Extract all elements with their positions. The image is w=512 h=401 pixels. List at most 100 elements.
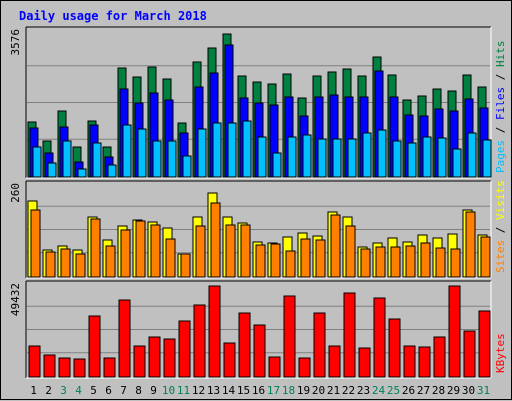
x-tick-day-29: 29 bbox=[447, 384, 460, 397]
bar-sites-day-26 bbox=[405, 245, 416, 278]
x-tick-day-27: 27 bbox=[417, 384, 430, 397]
bar-kbytes-day-13 bbox=[208, 285, 221, 378]
bar-pages-day-21 bbox=[332, 138, 342, 178]
ymax-label-kbytes: 49432 bbox=[9, 283, 22, 316]
bar-pages-day-9 bbox=[152, 140, 162, 178]
bar-pages-day-18 bbox=[287, 136, 297, 178]
bar-kbytes-day-30 bbox=[463, 330, 476, 378]
bar-sites-day-7 bbox=[120, 229, 131, 278]
bar-pages-day-2 bbox=[47, 162, 57, 178]
bar-kbytes-day-1 bbox=[28, 345, 41, 378]
x-tick-day-14: 14 bbox=[222, 384, 236, 397]
bar-pages-day-31 bbox=[482, 139, 492, 178]
bar-kbytes-day-2 bbox=[43, 354, 56, 378]
bar-kbytes-day-9 bbox=[148, 336, 161, 378]
x-tick-day-15: 15 bbox=[237, 384, 250, 397]
bar-kbytes-day-3 bbox=[58, 357, 71, 378]
bar-sites-day-23 bbox=[360, 248, 371, 278]
bar-kbytes-day-8 bbox=[133, 345, 146, 378]
bar-sites-day-14 bbox=[225, 224, 236, 278]
bar-pages-day-4 bbox=[77, 168, 87, 178]
bar-sites-day-10 bbox=[165, 238, 176, 278]
ymax-label-visits: 260 bbox=[9, 183, 22, 203]
bar-pages-day-17 bbox=[272, 152, 282, 178]
bar-kbytes-day-4 bbox=[73, 358, 86, 378]
bar-kbytes-day-19 bbox=[298, 357, 311, 378]
bar-pages-day-25 bbox=[392, 140, 402, 178]
bar-sites-day-13 bbox=[210, 202, 221, 278]
bar-kbytes-day-22 bbox=[343, 292, 356, 378]
x-tick-day-2: 2 bbox=[45, 384, 52, 397]
bar-pages-day-7 bbox=[122, 124, 132, 178]
legend-kbytes: KBytes bbox=[494, 333, 507, 373]
chart-title: Daily usage for March 2018 bbox=[19, 9, 207, 23]
x-tick-day-12: 12 bbox=[192, 384, 205, 397]
bar-sites-day-3 bbox=[60, 248, 71, 278]
bar-kbytes-day-29 bbox=[448, 285, 461, 378]
bar-pages-day-10 bbox=[167, 140, 177, 178]
x-tick-day-26: 26 bbox=[402, 384, 415, 397]
bar-sites-day-24 bbox=[375, 246, 386, 278]
bar-pages-day-27 bbox=[422, 136, 432, 178]
x-tick-day-8: 8 bbox=[135, 384, 142, 397]
bar-sites-day-5 bbox=[90, 218, 101, 278]
bar-sites-day-28 bbox=[435, 247, 446, 278]
x-tick-day-3: 3 bbox=[60, 384, 67, 397]
bar-kbytes-day-7 bbox=[118, 299, 131, 378]
x-tick-day-30: 30 bbox=[462, 384, 475, 397]
x-tick-day-5: 5 bbox=[90, 384, 97, 397]
x-tick-day-31: 31 bbox=[477, 384, 490, 397]
bar-pages-day-30 bbox=[467, 132, 477, 178]
bar-sites-day-21 bbox=[330, 214, 341, 278]
x-tick-day-22: 22 bbox=[342, 384, 355, 397]
bar-sites-day-20 bbox=[315, 239, 326, 278]
x-tick-day-9: 9 bbox=[150, 384, 157, 397]
x-tick-day-19: 19 bbox=[297, 384, 310, 397]
bar-kbytes-day-21 bbox=[328, 345, 341, 378]
legend-pages: Pages bbox=[494, 140, 507, 173]
x-tick-day-25: 25 bbox=[387, 384, 400, 397]
bar-sites-day-1 bbox=[30, 209, 41, 278]
x-tick-day-4: 4 bbox=[75, 384, 82, 397]
x-tick-day-21: 21 bbox=[327, 384, 340, 397]
legend-sites: Sites bbox=[494, 240, 507, 273]
bar-pages-day-24 bbox=[377, 129, 387, 178]
bar-pages-day-6 bbox=[107, 164, 117, 178]
legend-sites-visits: Sites / Visits bbox=[494, 180, 507, 273]
bar-sites-day-25 bbox=[390, 246, 401, 278]
bar-sites-day-31 bbox=[480, 236, 491, 278]
bar-pages-day-13 bbox=[212, 122, 222, 178]
legend-visits: Visits bbox=[494, 180, 507, 220]
bar-kbytes-day-11 bbox=[178, 320, 191, 378]
bar-kbytes-day-24 bbox=[373, 297, 386, 378]
bar-sites-day-30 bbox=[465, 211, 476, 278]
bar-sites-day-27 bbox=[420, 242, 431, 278]
bar-sites-day-29 bbox=[450, 248, 461, 278]
bar-pages-day-26 bbox=[407, 142, 417, 178]
bar-pages-day-3 bbox=[62, 140, 72, 178]
bar-sites-day-17 bbox=[270, 243, 281, 278]
x-tick-day-16: 16 bbox=[252, 384, 265, 397]
bar-sites-day-6 bbox=[105, 245, 116, 278]
bar-pages-day-19 bbox=[302, 134, 312, 178]
bar-pages-day-8 bbox=[137, 128, 147, 178]
bar-pages-day-28 bbox=[437, 137, 447, 178]
bar-sites-day-2 bbox=[45, 251, 56, 278]
bar-pages-day-22 bbox=[347, 138, 357, 178]
bar-kbytes-day-17 bbox=[268, 356, 281, 378]
bar-kbytes-day-5 bbox=[88, 315, 101, 378]
bar-pages-day-15 bbox=[242, 120, 252, 178]
bar-kbytes-day-16 bbox=[253, 324, 266, 378]
bar-pages-day-29 bbox=[452, 148, 462, 178]
bar-kbytes-day-27 bbox=[418, 346, 431, 378]
bar-sites-day-18 bbox=[285, 250, 296, 278]
x-tick-day-23: 23 bbox=[357, 384, 370, 397]
bar-kbytes-day-31 bbox=[478, 310, 491, 378]
bar-pages-day-16 bbox=[257, 136, 267, 178]
bar-kbytes-day-12 bbox=[193, 304, 206, 378]
bar-kbytes-day-15 bbox=[238, 312, 251, 378]
legend-hits: Hits bbox=[494, 41, 507, 68]
bar-kbytes-day-23 bbox=[358, 347, 371, 378]
legend-files: Files bbox=[494, 87, 507, 120]
